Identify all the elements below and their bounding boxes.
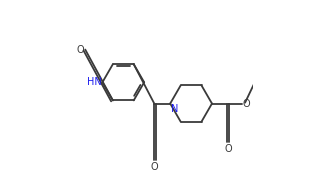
Text: O: O [151,162,158,172]
Text: HN: HN [87,77,102,87]
Text: O: O [76,45,84,55]
Text: O: O [242,99,250,109]
Text: N: N [171,104,178,114]
Text: O: O [225,144,233,154]
